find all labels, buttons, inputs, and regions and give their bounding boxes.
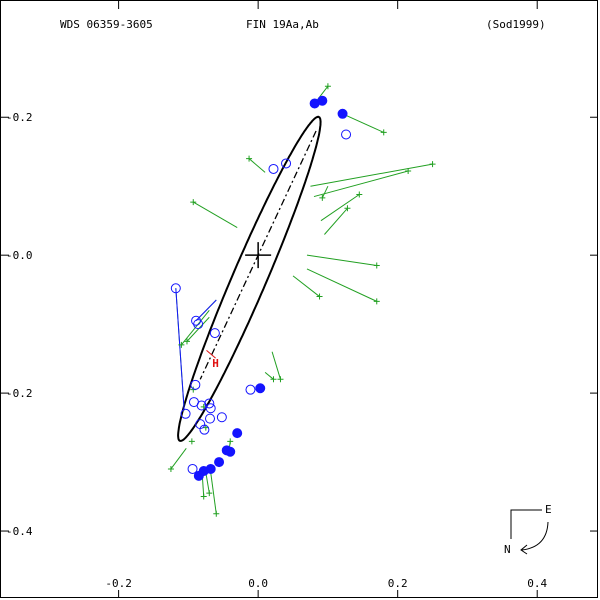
plus-marker — [344, 205, 351, 212]
x-tick-label: 0.2 — [388, 577, 408, 590]
plus-marker — [188, 438, 195, 445]
plus-marker — [373, 298, 380, 305]
highlight-link — [206, 349, 216, 359]
residual-link — [205, 472, 210, 494]
residual-link — [292, 275, 320, 297]
open-circle-marker — [170, 283, 181, 294]
compass: E N — [504, 503, 552, 556]
residual-link — [271, 351, 281, 380]
open-circle-marker — [216, 412, 227, 423]
filled-circle-markers — [193, 95, 348, 481]
filled-circle-marker — [337, 108, 348, 119]
residual-link — [248, 158, 266, 173]
residual-link — [320, 194, 360, 222]
compass-arrow-head — [520, 544, 528, 555]
residual-link — [342, 113, 384, 133]
plus-marker — [246, 155, 253, 162]
plus-marker — [270, 376, 277, 383]
residual-link — [170, 447, 187, 470]
plus-marker — [183, 338, 190, 345]
plus-marker — [356, 191, 363, 198]
plus-marker — [167, 465, 174, 472]
open-circle-marker — [209, 328, 220, 339]
filled-circle-marker — [232, 428, 243, 439]
residual-link-blue — [175, 288, 185, 411]
residual-link — [310, 163, 433, 187]
plus-marker — [405, 168, 412, 175]
open-circle-marker — [193, 319, 204, 330]
plus-marker — [206, 490, 213, 497]
residual-link — [193, 201, 238, 229]
residual-link — [321, 185, 329, 199]
plus-marker — [373, 262, 380, 269]
residual-link — [324, 207, 348, 235]
plus-marker — [319, 194, 326, 201]
plus-marker — [227, 438, 234, 445]
compass-east-label: E — [545, 503, 552, 516]
plus-marker — [190, 199, 197, 206]
plus-marker — [178, 341, 185, 348]
open-circle-marker — [341, 129, 352, 140]
filled-circle-marker — [255, 383, 266, 394]
x-tick-label: 0.0 — [248, 577, 268, 590]
residual-link — [306, 254, 377, 267]
filled-circle-marker — [214, 457, 225, 468]
open-circle-marker — [180, 408, 191, 419]
open-circle-marker — [199, 424, 210, 435]
open-circle-marker — [205, 413, 215, 424]
compass-east-arm — [510, 509, 542, 539]
filled-circle-marker — [198, 466, 209, 477]
compass-rotation-arrow — [521, 521, 549, 551]
open-circle-marker — [245, 384, 256, 395]
open-circle-marker — [191, 315, 202, 326]
header-reference: (Sod1999) — [486, 18, 546, 31]
open-circle-marker — [187, 463, 198, 474]
open-circle-markers — [170, 129, 352, 474]
open-circle-marker — [268, 163, 279, 174]
open-circle-marker — [190, 379, 201, 390]
x-tick-label: 0.4 — [527, 577, 547, 590]
plus-marker — [316, 293, 323, 300]
y-tick-label: -0.2 — [6, 111, 33, 124]
plus-marker — [380, 129, 387, 136]
orbit-ellipse — [177, 115, 322, 442]
filled-circle-marker — [225, 446, 236, 457]
plus-marker — [200, 493, 207, 500]
header-pair-name: FIN 19Aa,Ab — [246, 18, 319, 31]
plus-marker — [277, 376, 284, 383]
open-circle-marker — [205, 403, 216, 414]
open-circle-marker — [196, 400, 207, 411]
y-tick-label: -0.0 — [6, 249, 33, 262]
filled-circle-marker — [317, 95, 328, 106]
residual-link — [264, 372, 274, 380]
primary-cross-mark — [245, 242, 272, 269]
compass-north-label: N — [504, 543, 511, 556]
y-tick-label: -0.4 — [6, 525, 33, 538]
residual-link — [210, 472, 217, 514]
residual-link — [201, 475, 205, 497]
plus-marker — [429, 161, 436, 168]
highlight-marker: H — [206, 349, 219, 370]
axis-tick-labels: -0.2 0.0 0.2 0.4 -0.2 -0.0 -0.2 -0.4 — [6, 111, 548, 590]
plus-marker — [213, 510, 220, 517]
residual-link — [186, 316, 210, 342]
open-circle-marker — [281, 158, 292, 169]
x-tick-label: -0.2 — [105, 577, 132, 590]
open-circle-marker — [204, 398, 215, 409]
highlight-label: H — [212, 357, 219, 370]
plus-marker — [324, 83, 331, 90]
residual-link — [306, 268, 377, 302]
residual-link — [313, 170, 409, 198]
y-tick-label: -0.2 — [6, 387, 33, 400]
primary-star-cross — [245, 242, 272, 269]
header-wds-id: WDS 06359-3605 — [60, 18, 153, 31]
